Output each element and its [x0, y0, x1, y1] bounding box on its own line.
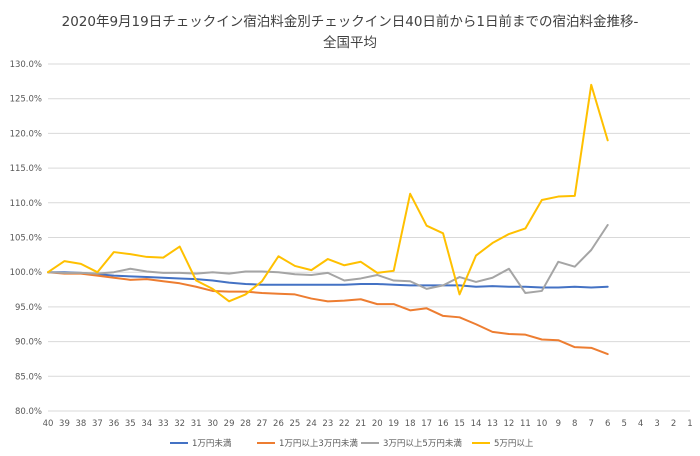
x-tick-label: 6	[605, 419, 610, 429]
x-tick-label: 29	[224, 419, 235, 429]
y-tick-label: 115.0%	[10, 164, 42, 174]
x-tick-label: 8	[572, 419, 577, 429]
x-tick-label: 9	[556, 419, 561, 429]
x-tick-label: 26	[273, 419, 284, 429]
series-line-4	[47, 83, 609, 303]
x-tick-label: 36	[108, 419, 119, 429]
x-tick-label: 39	[59, 419, 70, 429]
y-tick-label: 125.0%	[10, 95, 42, 105]
x-tick-label: 37	[92, 419, 103, 429]
series-line-1	[47, 271, 609, 289]
x-tick-label: 22	[339, 419, 350, 429]
x-tick-label: 35	[125, 419, 136, 429]
x-tick-label: 15	[454, 419, 465, 429]
x-tick-label: 17	[421, 419, 432, 429]
y-tick-label: 100.0%	[10, 268, 42, 278]
x-tick-label: 5	[621, 419, 626, 429]
x-tick-label: 3	[654, 419, 659, 429]
x-tick-label: 12	[504, 419, 515, 429]
x-tick-label: 38	[76, 419, 87, 429]
x-tick-label: 25	[290, 419, 301, 429]
chart-title-line2: 全国平均	[323, 35, 377, 51]
legend-label: 5万円以上	[494, 439, 534, 449]
x-tick-label: 27	[257, 419, 268, 429]
y-tick-label: 110.0%	[10, 199, 42, 209]
x-tick-label: 21	[355, 419, 366, 429]
series-line-3	[47, 224, 609, 295]
x-tick-label: 33	[158, 419, 169, 429]
x-tick-label: 11	[520, 419, 531, 429]
x-tick-label: 16	[438, 419, 449, 429]
series-line-2	[47, 271, 609, 356]
x-tick-label: 23	[322, 419, 333, 429]
chart-title-line1: 2020年9月19日チェックイン宿泊料金別チェックイン日40日前から1日前までの…	[61, 14, 639, 30]
x-tick-label: 40	[43, 419, 54, 429]
y-tick-label: 95.0%	[15, 303, 42, 313]
x-tick-label: 14	[471, 419, 482, 429]
x-tick-label: 10	[536, 419, 547, 429]
x-tick-label: 18	[405, 419, 416, 429]
x-tick-label: 4	[638, 419, 643, 429]
y-tick-label: 130.0%	[10, 60, 42, 70]
x-tick-label: 28	[240, 419, 251, 429]
x-tick-label: 20	[372, 419, 383, 429]
x-tick-label: 31	[191, 419, 202, 429]
x-tick-label: 19	[388, 419, 399, 429]
y-tick-label: 85.0%	[15, 372, 42, 382]
y-tick-label: 105.0%	[10, 234, 42, 244]
legend-label: 1万円未満	[192, 438, 232, 449]
x-tick-label: 24	[306, 419, 317, 429]
x-tick-label: 7	[589, 419, 594, 429]
y-tick-label: 80.0%	[15, 407, 42, 417]
x-tick-label: 2	[671, 419, 676, 429]
x-tick-label: 13	[487, 419, 498, 429]
x-tick-label: 32	[174, 419, 185, 429]
x-tick-label: 34	[141, 419, 152, 429]
x-tick-label: 1	[687, 419, 692, 429]
x-tick-label: 30	[207, 419, 218, 429]
legend-label: 3万円以上5万円未満	[383, 438, 462, 449]
y-tick-label: 90.0%	[15, 338, 42, 348]
legend-label: 1万円以上3万円未満	[279, 438, 358, 449]
y-tick-label: 120.0%	[10, 129, 42, 139]
